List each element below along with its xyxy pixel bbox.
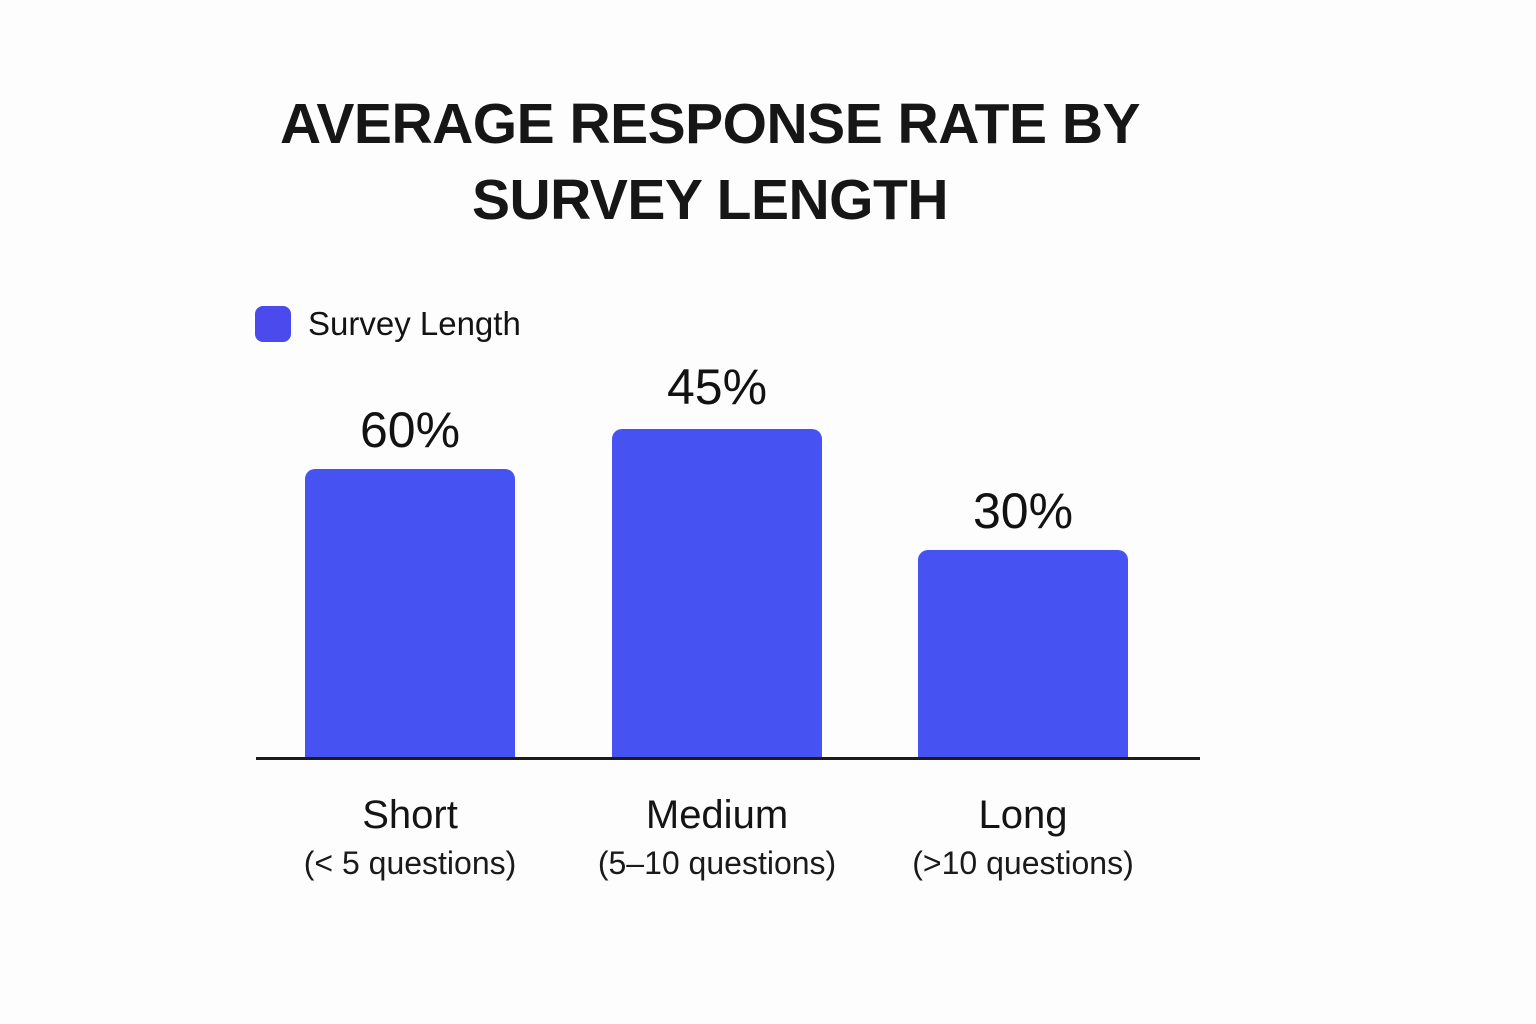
category-sublabel-medium: (5–10 questions) xyxy=(597,845,837,881)
chart-title-line-2: SURVEY LENGTH xyxy=(472,168,949,232)
value-label-short: 60% xyxy=(359,402,461,458)
category-label-medium: Medium xyxy=(645,793,789,837)
legend-label: Survey Length xyxy=(308,305,521,342)
category-label-short: Short xyxy=(362,793,458,837)
legend-swatch-icon xyxy=(255,306,291,342)
x-axis-line xyxy=(256,757,1200,760)
bar-short xyxy=(305,469,515,758)
bar-long xyxy=(918,550,1128,758)
value-label-long: 30% xyxy=(972,483,1074,539)
category-sublabel-short: (< 5 questions) xyxy=(303,845,517,881)
chart-title: AVERAGE RESPONSE RATE BY SURVEY LENGTH xyxy=(160,86,1260,238)
value-label-medium: 45% xyxy=(666,359,768,415)
bar-medium xyxy=(612,429,822,758)
legend: Survey Length xyxy=(255,306,521,342)
category-label-long: Long xyxy=(978,793,1068,837)
chart-title-line-1: AVERAGE RESPONSE RATE BY xyxy=(279,92,1141,156)
category-sublabel-long: (>10 questions) xyxy=(912,845,1134,881)
